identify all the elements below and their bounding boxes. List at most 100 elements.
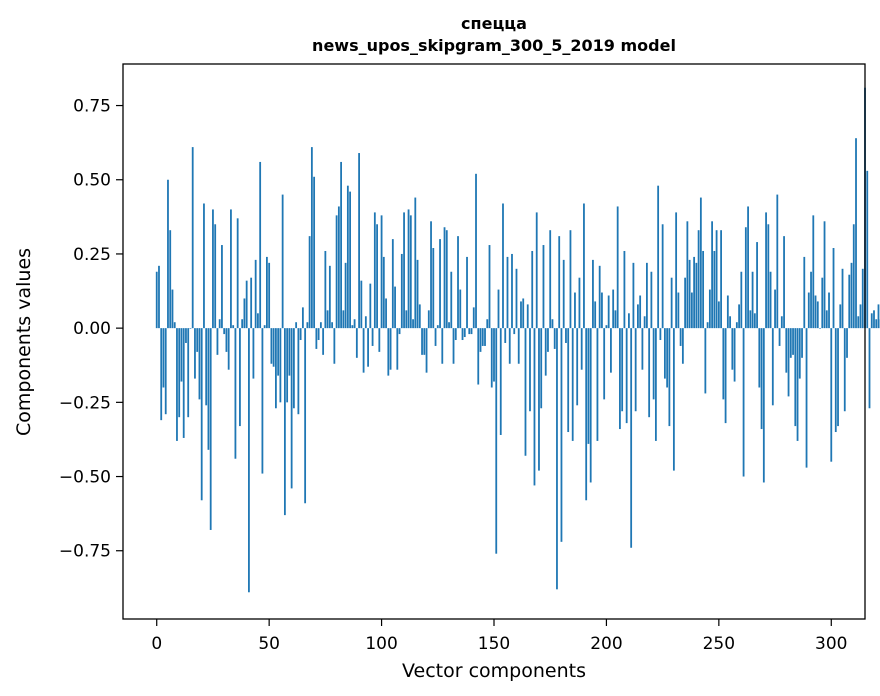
bar xyxy=(843,328,846,412)
bar xyxy=(331,322,334,329)
bar xyxy=(706,322,709,329)
bar xyxy=(292,328,295,409)
bar xyxy=(798,328,801,379)
bar xyxy=(391,239,394,329)
bar xyxy=(275,328,277,409)
bar xyxy=(486,319,489,329)
bar xyxy=(214,224,217,329)
bar xyxy=(823,221,826,329)
bar xyxy=(814,295,817,329)
bar xyxy=(661,224,664,329)
bar xyxy=(571,328,574,441)
bar xyxy=(695,262,698,329)
bar xyxy=(196,328,199,352)
bar xyxy=(832,248,835,329)
bar xyxy=(457,236,459,329)
bar xyxy=(875,319,878,329)
bar xyxy=(450,271,453,329)
bar xyxy=(729,316,731,329)
bar xyxy=(468,328,471,335)
x-tick-label: 300 xyxy=(815,634,847,654)
bar xyxy=(753,313,756,329)
bar xyxy=(812,215,815,329)
bar xyxy=(769,271,772,329)
bar xyxy=(310,147,313,329)
bar xyxy=(459,289,462,329)
bar xyxy=(441,328,444,364)
bar xyxy=(740,271,743,329)
bar xyxy=(628,313,630,329)
bar xyxy=(551,319,554,329)
bar xyxy=(272,328,275,367)
bar xyxy=(414,197,417,329)
bar xyxy=(774,289,776,329)
bar xyxy=(625,328,628,424)
bar xyxy=(677,292,680,329)
bar xyxy=(641,328,644,370)
bar xyxy=(405,310,408,329)
bar xyxy=(850,262,853,329)
bar xyxy=(317,328,320,341)
bar xyxy=(524,328,527,456)
bar xyxy=(535,212,538,329)
bar xyxy=(576,328,579,406)
bar xyxy=(648,328,651,418)
bar xyxy=(549,230,552,329)
bar xyxy=(852,224,855,329)
bar xyxy=(596,328,599,441)
bar xyxy=(484,328,486,346)
bar xyxy=(506,256,509,329)
bar xyxy=(367,328,369,367)
chart-title-line2: news_upos_skipgram_300_5_2019 model xyxy=(312,36,676,55)
bar xyxy=(304,328,307,504)
bar xyxy=(493,328,495,382)
bar xyxy=(724,328,727,424)
bar xyxy=(452,328,455,364)
bar xyxy=(859,304,862,329)
bar xyxy=(472,307,475,329)
bar xyxy=(803,256,806,329)
bar xyxy=(504,328,507,343)
bar xyxy=(699,197,702,329)
bar xyxy=(690,292,693,329)
bar xyxy=(185,328,187,343)
bar xyxy=(652,328,655,400)
bar xyxy=(686,221,689,329)
bar xyxy=(621,328,624,412)
bar xyxy=(520,301,522,329)
bar xyxy=(765,212,767,329)
bar xyxy=(805,328,808,468)
bar xyxy=(605,325,608,329)
bar xyxy=(475,173,477,329)
bar xyxy=(778,328,781,346)
bar xyxy=(232,325,235,329)
bar xyxy=(567,328,570,433)
bar xyxy=(848,274,851,329)
bar xyxy=(574,292,576,329)
bar xyxy=(207,328,210,450)
bar xyxy=(792,328,794,355)
bar xyxy=(283,328,286,516)
bar xyxy=(868,328,871,409)
bar xyxy=(866,170,869,329)
bar xyxy=(295,322,298,329)
bar xyxy=(286,328,289,403)
bar xyxy=(315,328,318,349)
x-tick-label: 100 xyxy=(365,634,397,654)
bar xyxy=(176,328,178,441)
bar xyxy=(873,310,875,329)
bar xyxy=(821,277,824,329)
bar xyxy=(708,289,711,329)
bar xyxy=(515,268,518,329)
bar xyxy=(565,328,567,343)
bar xyxy=(434,328,437,346)
bar xyxy=(167,179,169,329)
bar xyxy=(346,185,349,329)
bar xyxy=(200,328,203,501)
bar xyxy=(684,277,687,329)
bar xyxy=(560,328,563,542)
bar xyxy=(187,328,190,418)
bar xyxy=(796,328,799,441)
bar xyxy=(670,277,673,329)
bar xyxy=(239,328,241,427)
